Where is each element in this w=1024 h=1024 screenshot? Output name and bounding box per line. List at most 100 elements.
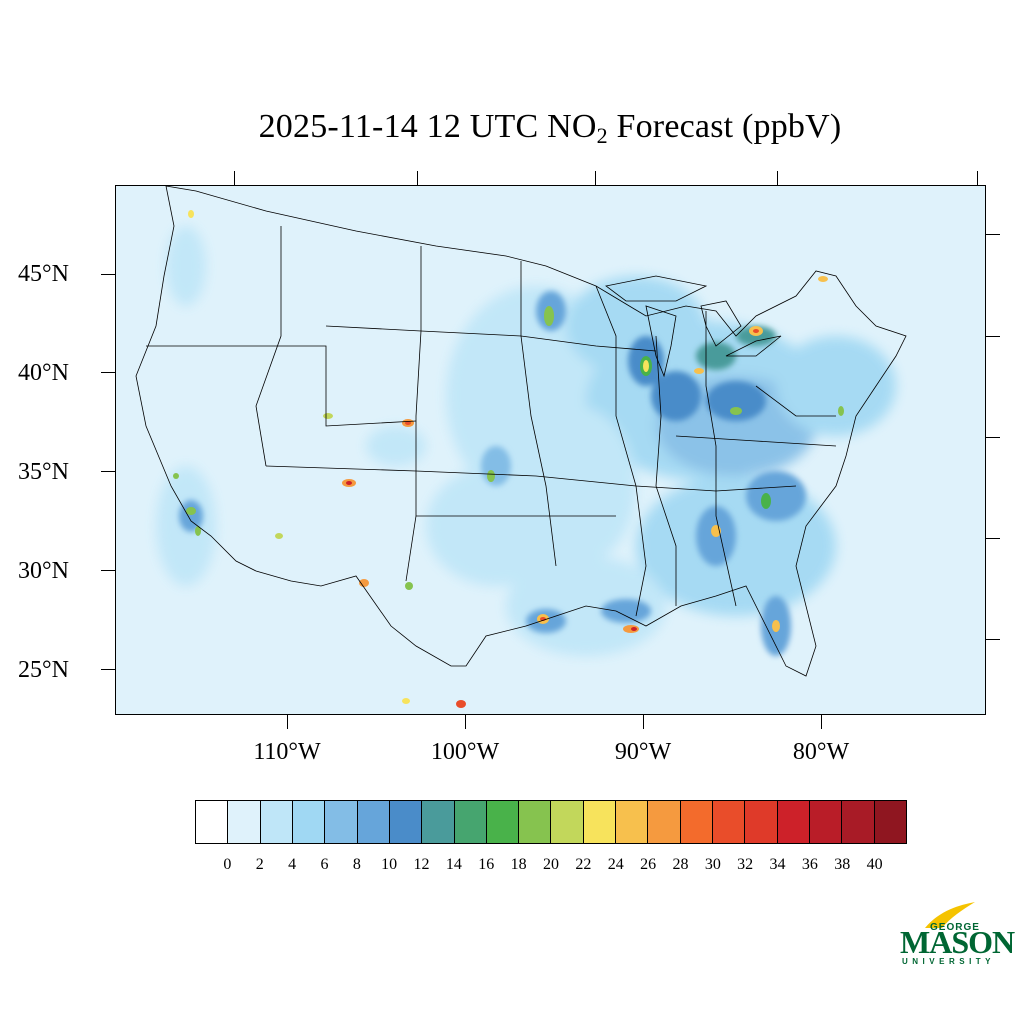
colorbar-swatch — [842, 801, 875, 843]
hotspot-la — [186, 507, 196, 515]
hotspot-el-paso — [359, 579, 369, 587]
right-tick — [986, 437, 1000, 438]
colorbar-swatch — [680, 801, 713, 843]
bottom-tick — [287, 715, 288, 729]
hotspot-minneapolis — [544, 306, 554, 326]
hotspot-detroit-core — [753, 329, 759, 333]
medium-features — [179, 291, 806, 656]
colorbar-label: 12 — [413, 856, 430, 873]
great-lake-erie — [725, 335, 782, 357]
state-line-3 — [520, 261, 557, 567]
colorbar-label: 26 — [640, 856, 657, 873]
colorbar-swatch — [325, 801, 358, 843]
hotspot-tampa — [772, 620, 780, 632]
colorbar-swatch — [228, 801, 261, 843]
hotspot-tulsa — [487, 470, 495, 482]
colorbar-swatch — [551, 801, 584, 843]
colorbar-label: 6 — [320, 856, 329, 873]
colorbar-swatch — [519, 801, 552, 843]
colorbar-label: 10 — [381, 856, 398, 873]
great-lake-huron — [700, 300, 742, 347]
hotspot-mexico-north — [402, 698, 410, 704]
bottom-tick — [465, 715, 466, 729]
bottom-tick — [643, 715, 644, 729]
bottom-tick — [821, 715, 822, 729]
colorbar-label: 8 — [352, 856, 361, 873]
lon-label-90w: 90°W — [614, 739, 672, 765]
colorbar-swatch — [648, 801, 681, 843]
colorbar-swatch — [422, 801, 455, 843]
hotspot-new-york — [838, 406, 844, 416]
colorbar-swatch — [777, 801, 810, 843]
northeast-field — [776, 336, 896, 436]
lat-label-25n: 25°N — [18, 657, 69, 683]
right-tick — [986, 639, 1000, 640]
state-line-5 — [265, 465, 797, 492]
lat-label-30n: 30°N — [18, 558, 69, 584]
colorbar-label: 18 — [510, 856, 527, 873]
colorbar-swatch — [260, 801, 293, 843]
indiana-region — [651, 371, 701, 421]
lon-label-80w: 80°W — [792, 739, 850, 765]
right-tick — [986, 538, 1000, 539]
left-tick — [101, 669, 115, 670]
left-tick — [101, 274, 115, 275]
logo-george: GEORGE — [930, 922, 980, 933]
colorbar-label: 34 — [769, 856, 786, 873]
ohio-region — [706, 381, 766, 421]
colorbar-swatch — [713, 801, 746, 843]
us-no2-map — [116, 186, 985, 714]
lat-label-45n: 45°N — [18, 261, 69, 287]
hotspot-seattle — [188, 210, 194, 218]
colorbar-label: 4 — [288, 856, 297, 873]
colorbar-swatch — [583, 801, 617, 843]
colorbar-label: 2 — [255, 856, 264, 873]
colorbar-label: 24 — [607, 856, 624, 873]
top-tick — [417, 171, 418, 185]
colorbar-swatch — [486, 801, 520, 843]
title-subscript: 2 — [596, 123, 608, 148]
mountain-field — [366, 426, 426, 466]
colorbar-label: 40 — [866, 856, 883, 873]
northwest-field — [166, 226, 206, 306]
colorbar-label: 14 — [445, 856, 462, 873]
colorbar-swatch — [196, 801, 229, 843]
state-line-7 — [595, 285, 647, 617]
new-orleans-region — [601, 599, 651, 623]
state-line-1 — [255, 226, 282, 467]
left-tick — [101, 570, 115, 571]
boundaries — [135, 186, 907, 677]
hotspot-san-diego — [195, 526, 201, 536]
us-outline — [135, 186, 907, 677]
hotspot-ohio — [730, 407, 742, 415]
great-lake-superior — [605, 275, 708, 302]
state-line-9 — [705, 311, 737, 607]
map-panel — [115, 185, 986, 715]
state-line-6 — [146, 345, 417, 427]
colorbar-swatch — [616, 801, 649, 843]
lon-label-110w: 110°W — [253, 739, 321, 765]
top-tick — [595, 171, 596, 185]
nebraska-region — [481, 446, 511, 486]
logo-university: UNIVERSITY — [902, 957, 996, 966]
hotspot-monterrey — [456, 700, 466, 708]
hotspot-albuquerque-core — [346, 481, 352, 485]
la-region — [179, 500, 203, 532]
hotspots — [173, 210, 844, 708]
state-line-11 — [675, 435, 837, 447]
state-line-10 — [755, 385, 836, 417]
hotspot-san-antonio — [405, 582, 413, 590]
great-lake-michigan — [645, 305, 677, 378]
state-line-2 — [405, 246, 422, 582]
colorbar-label: 30 — [704, 856, 721, 873]
colorbar-label: 0 — [223, 856, 232, 873]
right-tick — [986, 234, 1000, 235]
colorbar-swatch — [809, 801, 843, 843]
southeast-field — [636, 476, 836, 616]
right-tick — [986, 336, 1000, 337]
colorbar-label: 20 — [543, 856, 559, 873]
left-tick — [101, 372, 115, 373]
southern-plains-field — [516, 406, 636, 566]
colorbar-swatch — [874, 801, 906, 843]
